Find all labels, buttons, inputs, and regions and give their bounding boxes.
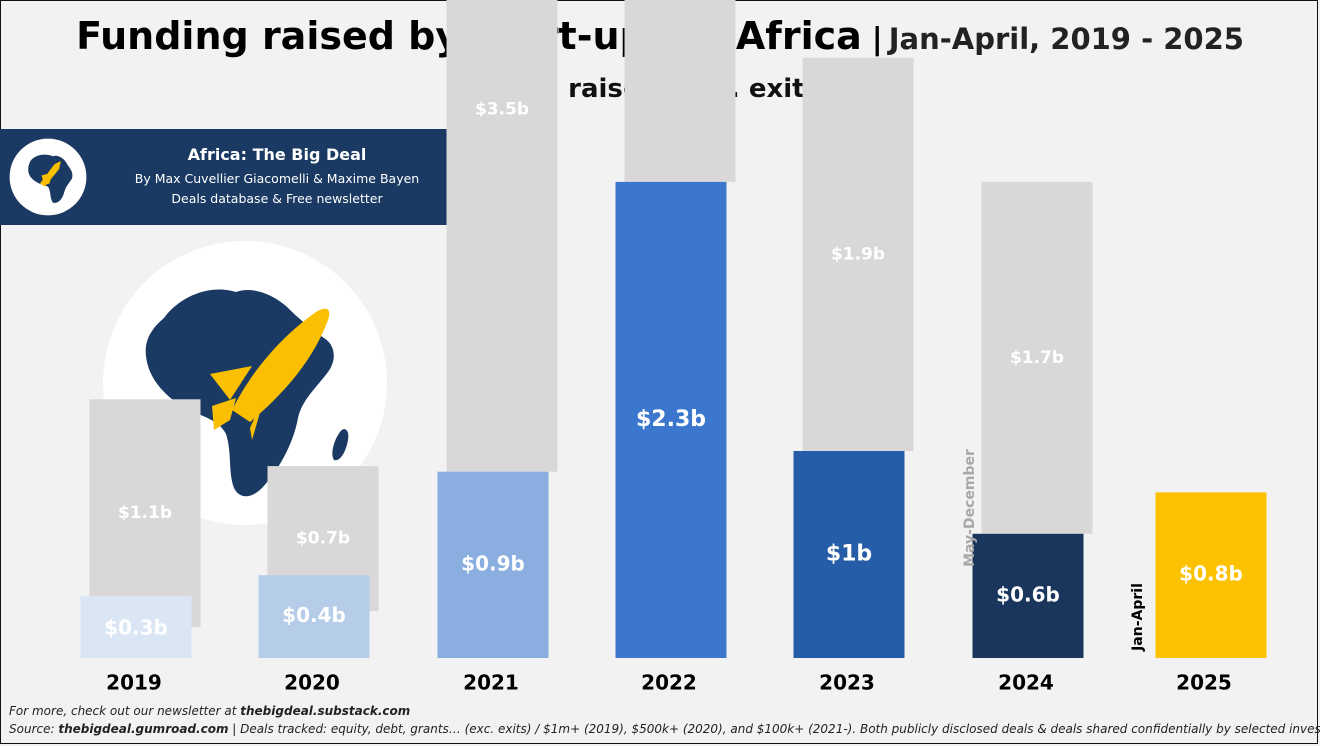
annotation-may-december: May-December: [962, 449, 978, 567]
footer-newsletter: For more, check out our newsletter at th…: [9, 704, 1309, 718]
bar-label-jan-april-2025: $0.8b: [1179, 562, 1243, 586]
title-separator: |: [871, 22, 883, 57]
bar-label-may-dec-2020: $0.7b: [296, 529, 350, 549]
banner-tagline: Deals database & Free newsletter: [171, 191, 383, 206]
bar-label-jan-april-2019: $0.3b: [104, 615, 168, 639]
footer-source: Source: thebigdeal.gumroad.com | Deals t…: [9, 722, 1320, 736]
banner-text: Africa: The Big Deal By Max Cuvellier Gi…: [100, 145, 454, 209]
footer-source-prefix: Source:: [9, 722, 59, 736]
bar-may-dec-2021: [446, 0, 558, 472]
bar-jan-april-2022: [615, 181, 727, 658]
source-link[interactable]: thebigdeal.gumroad.com: [58, 722, 229, 736]
bar-label-jan-april-2023: $1b: [826, 542, 872, 567]
bar-jan-april-2021: [437, 471, 549, 658]
annotation-jan-april: Jan-April: [1130, 583, 1146, 652]
banner-title: Africa: The Big Deal: [187, 145, 367, 164]
newsletter-link[interactable]: thebigdeal.substack.com: [240, 704, 411, 718]
bar-may-dec-2022: [624, 0, 736, 182]
footer-newsletter-prefix: For more, check out our newsletter at: [9, 704, 241, 718]
bar-label-jan-april-2021: $0.9b: [461, 551, 525, 575]
bar-may-dec-2024: [981, 181, 1093, 534]
title-period: Jan-April, 2019 - 2025: [888, 22, 1244, 56]
brand-banner: Africa: The Big Deal By Max Cuvellier Gi…: [0, 129, 462, 225]
bar-label-jan-april-2022: $2.3b: [636, 407, 706, 432]
footer-source-details: | Deals tracked: equity, debt, grants… (…: [228, 722, 1320, 736]
x-tick-2022: 2022: [641, 671, 697, 695]
bar-label-jan-april-2020: $0.4b: [282, 603, 346, 627]
bar-label-may-dec-2021: $3.5b: [475, 99, 529, 119]
x-tick-2023: 2023: [819, 671, 875, 695]
x-tick-2025: 2025: [1176, 671, 1232, 695]
bar-may-dec-2019: [89, 399, 201, 627]
bar-jan-april-2020: [258, 575, 370, 658]
banner-authors: By Max Cuvellier Giacomelli & Maxime Bay…: [134, 171, 420, 186]
x-tick-2020: 2020: [284, 671, 340, 695]
africa-rocket-icon: [9, 138, 87, 216]
x-tick-2024: 2024: [998, 671, 1054, 695]
x-tick-2019: 2019: [106, 671, 162, 695]
bar-label-may-dec-2024: $1.7b: [1010, 348, 1064, 368]
bar-may-dec-2023: [802, 57, 914, 451]
bar-label-jan-april-2024: $0.6b: [996, 582, 1060, 606]
bar-jan-april-2024: [972, 533, 1084, 658]
bar-jan-april-2023: [793, 451, 905, 658]
bar-jan-april-2025: [1155, 492, 1267, 658]
bar-label-may-dec-2023: $1.9b: [831, 244, 885, 264]
x-tick-2021: 2021: [463, 671, 519, 695]
bar-label-may-dec-2019: $1.1b: [118, 503, 172, 523]
bar-jan-april-2019: [80, 595, 192, 658]
